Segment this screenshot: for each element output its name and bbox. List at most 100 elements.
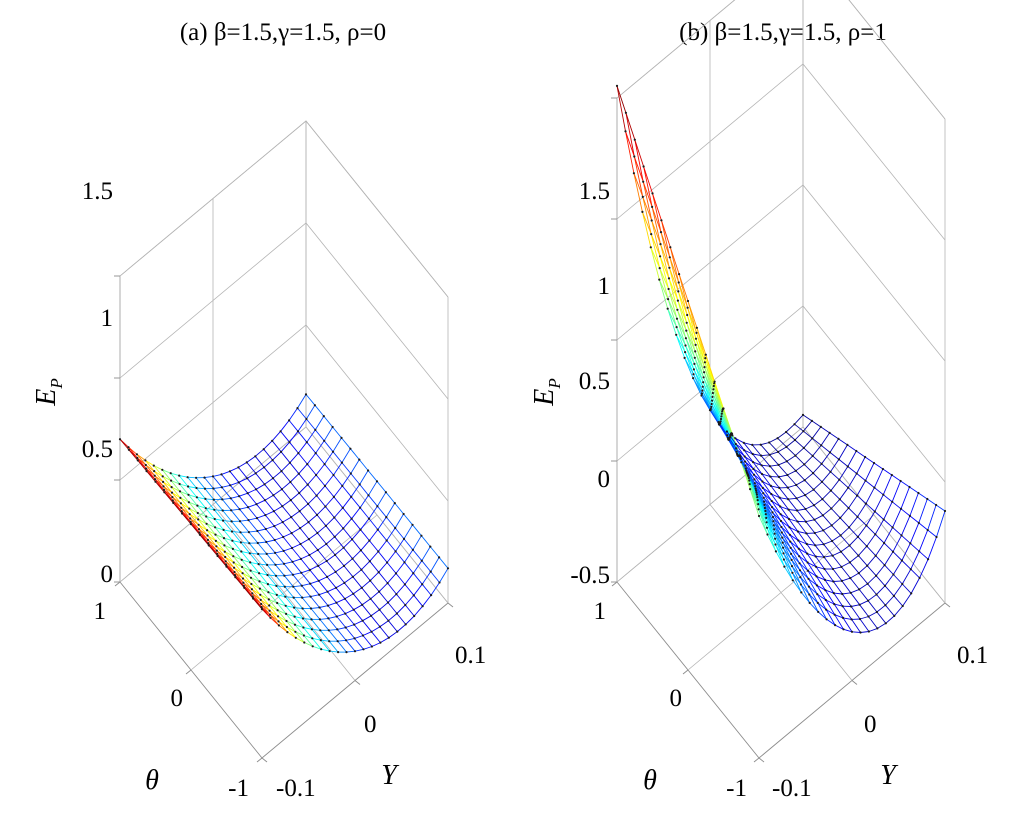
panel-a-theta-axis-label: θ — [145, 765, 159, 796]
surface-mesh-line — [291, 532, 301, 545]
surface-mesh-line — [387, 573, 397, 584]
surface-node — [926, 497, 929, 501]
surface-node — [858, 603, 861, 606]
surface-mesh-line — [803, 430, 813, 439]
surface-mesh-line — [232, 548, 243, 561]
surface-node — [684, 344, 687, 347]
surface-mesh-line — [780, 506, 789, 511]
surface-mesh-line — [840, 545, 850, 553]
surface-mesh-line — [284, 574, 293, 577]
surface-mesh-line — [361, 580, 371, 589]
surface-mesh-line — [820, 432, 830, 446]
surface-mesh-line — [229, 466, 239, 472]
surface-node — [349, 472, 352, 475]
floor-grid-theta0 — [190, 514, 378, 671]
surface-mesh-line — [918, 492, 928, 500]
surface-node — [642, 165, 645, 168]
surface-node — [624, 111, 628, 114]
surface-mesh-line — [704, 366, 714, 390]
surface-node — [376, 505, 379, 508]
surface-node — [804, 507, 807, 511]
surface-mesh-line — [766, 522, 776, 545]
surface-mesh-line — [807, 570, 818, 586]
surface-mesh-line — [753, 474, 764, 489]
surface-mesh-line — [145, 464, 156, 476]
surface-mesh-line — [824, 555, 833, 558]
surface-node — [813, 518, 816, 521]
surface-mesh-line — [936, 510, 946, 538]
surface-node — [353, 650, 357, 653]
surface-node — [675, 317, 679, 320]
surface-mesh-line — [850, 592, 860, 605]
surface-node — [335, 601, 338, 604]
surface-mesh-line — [205, 507, 215, 511]
panel-b-z-tick-minus0.5: -0.5 — [570, 562, 610, 589]
surface-mesh-line — [207, 535, 217, 542]
surface-mesh-line — [892, 551, 903, 561]
surface-mesh-line — [800, 584, 810, 595]
surface-mesh-line — [224, 551, 235, 563]
surface-mesh-line — [376, 481, 387, 493]
surface-mesh-line — [909, 522, 920, 544]
surface-mesh-line — [919, 559, 929, 579]
surface-node — [421, 605, 424, 608]
surface-node — [744, 467, 748, 470]
surface-node — [324, 524, 327, 527]
surface-mesh-line — [909, 492, 919, 517]
surface-node — [298, 510, 301, 513]
surface-mesh-line — [334, 528, 344, 538]
surface-mesh-line — [369, 571, 380, 581]
surface-mesh-line — [300, 538, 310, 545]
surface-mesh-line — [669, 257, 680, 283]
surface-mesh-line — [744, 456, 754, 470]
surface-node — [145, 467, 148, 470]
surface-mesh-line — [660, 243, 670, 268]
surface-mesh-line — [275, 575, 286, 587]
surface-mesh-line — [770, 485, 780, 489]
surface-node — [807, 577, 810, 580]
surface-mesh-line — [333, 507, 344, 518]
surface-mesh-line — [189, 518, 200, 530]
surface-mesh-line — [891, 501, 902, 510]
surface-node — [778, 486, 781, 489]
surface-mesh-line — [260, 603, 271, 615]
surface-node — [910, 592, 913, 595]
surface-mesh-line — [239, 519, 249, 522]
surface-mesh-line — [677, 300, 688, 323]
surface-node — [703, 371, 706, 374]
surface-mesh-line — [803, 420, 813, 432]
surface-node — [269, 616, 272, 619]
theta-tick-mark-2 — [753, 757, 760, 763]
surface-mesh-line — [328, 616, 337, 619]
surface-mesh-line — [257, 528, 266, 532]
surface-mesh-line — [809, 602, 819, 613]
surface-mesh-line — [214, 527, 225, 539]
surface-node — [387, 619, 390, 622]
surface-mesh-line — [856, 450, 866, 458]
surface-node — [857, 572, 860, 575]
surface-mesh-line — [350, 473, 361, 485]
surface-mesh-line — [298, 492, 309, 505]
surface-mesh-line — [333, 474, 343, 487]
surface-mesh-line — [275, 564, 285, 576]
surface-mesh-line — [368, 481, 378, 496]
surface-mesh-line — [278, 621, 288, 633]
surface-node — [876, 627, 879, 630]
surface-node — [867, 599, 870, 602]
surface-mesh-line — [791, 565, 802, 585]
surface-mesh-line — [850, 572, 860, 579]
surface-mesh-line — [892, 535, 902, 552]
surface-mesh-line — [858, 545, 868, 556]
surface-mesh-line — [709, 409, 720, 425]
surface-mesh-line — [780, 513, 790, 520]
surface-node — [791, 579, 794, 582]
surface-node — [720, 412, 723, 415]
surface-node — [213, 517, 216, 521]
surface-mesh-line — [756, 496, 767, 519]
surface-node — [667, 287, 670, 291]
surface-mesh-line — [241, 551, 250, 554]
surface-node — [744, 464, 747, 467]
surface-mesh-line — [205, 507, 216, 520]
surface-node — [825, 618, 828, 621]
surface-mesh-line — [329, 650, 339, 653]
